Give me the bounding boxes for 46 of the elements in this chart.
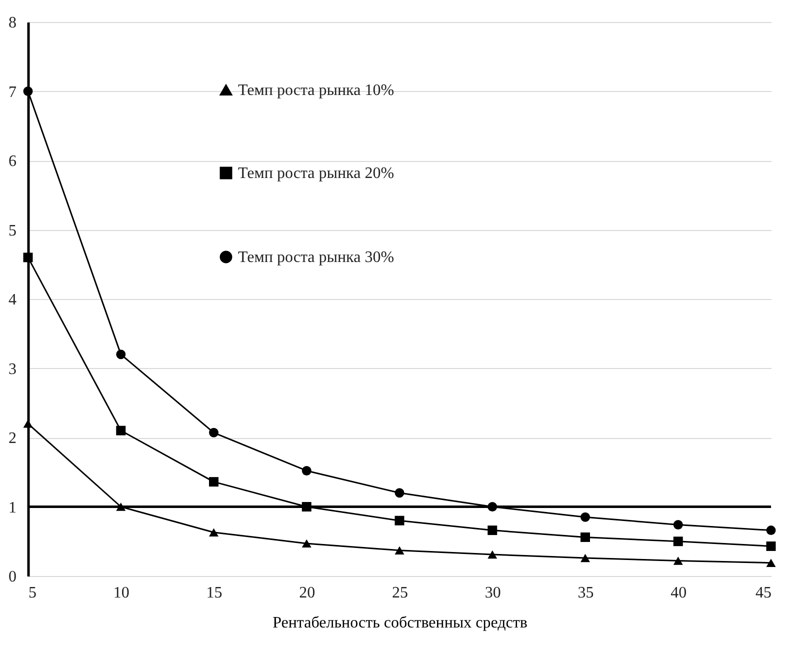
y-tick-label: 8 xyxy=(8,14,16,32)
x-axis-title: Рентабельность собственных средств xyxy=(272,614,528,632)
point xyxy=(116,426,126,436)
y-tick-label: 3 xyxy=(8,360,16,378)
y-tick-label: 7 xyxy=(8,84,16,101)
point xyxy=(394,488,404,498)
x-tick-label: 5 xyxy=(28,584,36,602)
y-tick-label: 5 xyxy=(8,222,16,240)
y-tick-label: 1 xyxy=(8,499,16,516)
legend-label: Темп роста рынка 30% xyxy=(238,249,394,266)
point xyxy=(302,466,312,476)
x-tick-label: 25 xyxy=(392,584,408,602)
point xyxy=(394,546,404,554)
x-tick-label: 10 xyxy=(113,584,130,602)
point xyxy=(394,516,404,526)
y-tick-label: 4 xyxy=(8,292,16,308)
y-tick-label: 0 xyxy=(8,568,16,586)
x-tick-label: 40 xyxy=(670,584,687,602)
legend-label: Темп роста рынка 10% xyxy=(238,82,394,99)
point xyxy=(23,252,33,262)
point xyxy=(673,536,683,546)
x-tick-label: 45 xyxy=(756,584,772,602)
x-tick-label: 15 xyxy=(206,584,222,602)
point xyxy=(209,528,218,536)
point xyxy=(580,532,590,542)
point xyxy=(766,541,776,551)
point xyxy=(23,420,33,428)
point xyxy=(209,477,218,487)
point xyxy=(580,512,590,522)
point xyxy=(488,550,498,559)
point xyxy=(673,556,683,565)
point xyxy=(488,526,498,536)
point xyxy=(116,350,126,360)
point xyxy=(302,539,312,548)
x-tick-label: 35 xyxy=(578,584,594,602)
point xyxy=(673,520,683,530)
point xyxy=(209,428,218,438)
point xyxy=(766,558,776,567)
point xyxy=(766,526,776,536)
point xyxy=(23,86,33,96)
y-tick-label: 2 xyxy=(8,430,16,447)
point xyxy=(580,554,590,562)
legend-label: Темп роста рынка 20% xyxy=(238,165,394,182)
y-tick-label: 6 xyxy=(8,153,16,170)
x-tick-label: 30 xyxy=(484,584,501,602)
x-tick-label: 20 xyxy=(299,584,316,602)
